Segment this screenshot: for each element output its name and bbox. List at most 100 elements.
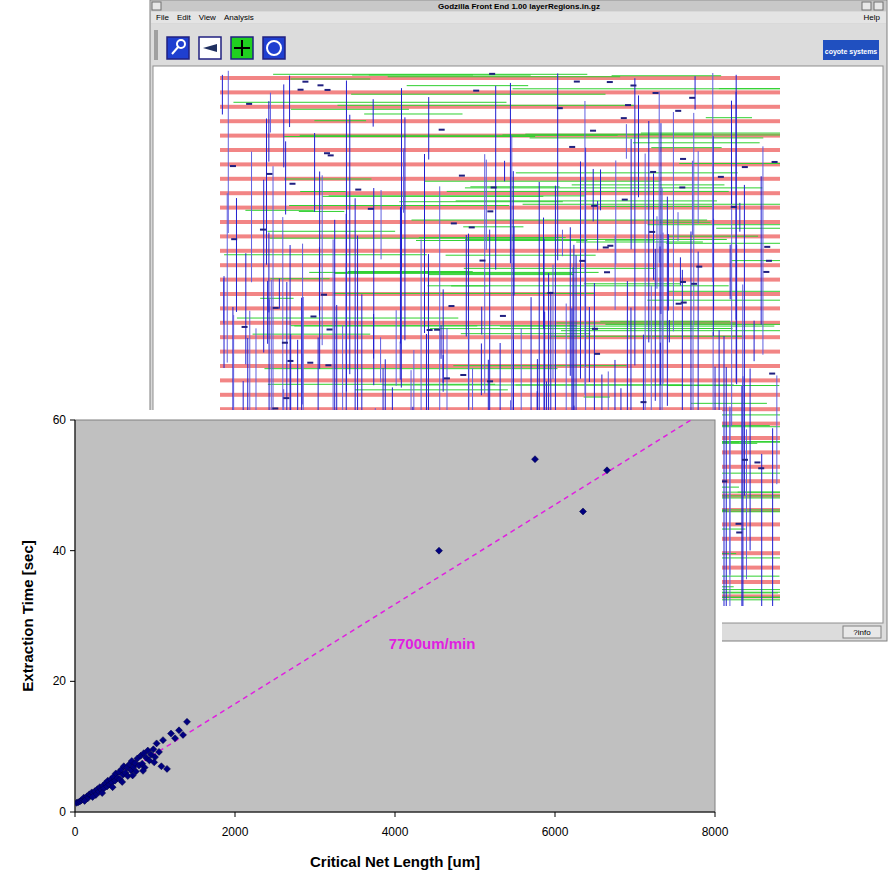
layout-via — [283, 397, 289, 399]
layout-wire — [655, 249, 656, 401]
layout-wire — [561, 330, 780, 331]
layout-via — [489, 73, 495, 75]
menu-item[interactable]: Analysis — [224, 13, 254, 22]
layout-via — [590, 130, 596, 132]
minimize-button[interactable] — [862, 2, 871, 10]
layout-wire — [233, 102, 506, 103]
layout-wire — [615, 236, 616, 310]
layout-wire — [465, 187, 762, 188]
info-button[interactable] — [843, 626, 881, 638]
layout-wire — [453, 365, 626, 366]
layout-band — [220, 119, 780, 123]
layout-via — [736, 523, 742, 525]
layout-wire — [663, 233, 664, 384]
layout-via — [302, 81, 308, 83]
layout-wire — [584, 283, 680, 284]
toolbar-icon[interactable] — [231, 37, 253, 59]
toolbar-icon[interactable] — [167, 37, 189, 59]
data-point — [436, 547, 443, 554]
layout-wire — [401, 88, 402, 270]
layout-band — [220, 76, 780, 80]
layout-wire — [638, 95, 639, 197]
layout-wire — [631, 139, 632, 249]
layout-wire — [373, 314, 374, 359]
layout-wire — [679, 163, 780, 164]
layout-via — [653, 92, 659, 94]
layout-via — [273, 307, 279, 309]
layout-wire — [597, 201, 598, 250]
layout-via — [287, 360, 293, 362]
layout-wire — [481, 343, 482, 395]
x-tick-label: 0 — [72, 825, 79, 839]
layout-wire — [601, 206, 713, 207]
layout-via — [766, 260, 772, 262]
layout-wire — [593, 169, 594, 221]
annotation: 7700um/min — [389, 635, 476, 652]
layout-wire — [289, 76, 290, 127]
layout-wire — [523, 204, 780, 205]
toolbar-icon[interactable] — [263, 37, 285, 59]
data-point — [164, 765, 171, 772]
layout-wire — [461, 333, 591, 334]
data-point — [160, 737, 167, 744]
layout-wire — [495, 86, 496, 270]
layout-wire — [337, 105, 633, 106]
layout-wire — [605, 240, 655, 241]
layout-via — [604, 271, 610, 273]
layout-band — [220, 191, 780, 195]
layout-via — [547, 292, 553, 294]
layout-wire — [660, 123, 661, 314]
layout-via — [439, 129, 445, 131]
layout-via — [742, 166, 748, 168]
menu-item[interactable]: File — [156, 13, 169, 22]
x-tick — [555, 812, 556, 817]
layout-wire — [428, 274, 573, 275]
layout-wire — [724, 336, 725, 606]
layout-wire — [634, 78, 635, 365]
menu-item[interactable]: Edit — [177, 13, 192, 22]
layout-wire — [678, 212, 679, 241]
toolbar-icon[interactable] — [199, 37, 221, 59]
layout-wire — [400, 342, 401, 380]
layout-wire — [236, 198, 237, 312]
layout-wire — [260, 298, 293, 299]
layout-via — [772, 161, 778, 163]
layout-wire — [267, 281, 268, 344]
layout-wire — [729, 408, 730, 575]
maximize-button[interactable] — [874, 2, 883, 10]
layout-wire — [600, 321, 730, 322]
help-menu[interactable]: Help — [864, 13, 881, 22]
layout-via — [763, 271, 769, 273]
layout-wire — [224, 276, 225, 368]
x-tick — [395, 812, 396, 817]
y-tick — [70, 812, 75, 813]
data-point — [156, 748, 163, 755]
layout-wire — [299, 211, 345, 212]
menu-item[interactable]: View — [199, 13, 216, 22]
layout-wire — [399, 201, 562, 202]
layout-via — [675, 110, 681, 112]
layout-via — [451, 222, 457, 224]
data-point — [109, 784, 116, 791]
layout-band — [220, 249, 780, 253]
layout-wire — [273, 74, 587, 75]
layout-wire — [576, 242, 703, 243]
layout-wire — [300, 135, 618, 136]
icon-glyph — [172, 40, 185, 54]
x-tick — [235, 812, 236, 817]
layout-wire — [776, 375, 777, 484]
layout-wire — [396, 310, 397, 386]
layout-via — [718, 176, 724, 178]
layout-wire — [486, 160, 487, 250]
data-point — [140, 767, 147, 774]
layout-wire — [543, 218, 544, 329]
layout-wire — [626, 124, 627, 159]
window-title: Godzilla Front End 1.00 layerRegions.in.… — [438, 2, 600, 11]
layout-wire — [349, 115, 350, 374]
layout-via — [769, 373, 775, 375]
layout-via — [603, 246, 609, 248]
window-menu-button[interactable] — [152, 2, 161, 10]
layout-wire — [693, 113, 694, 325]
layout-wire — [228, 71, 229, 233]
x-tick — [715, 812, 716, 817]
